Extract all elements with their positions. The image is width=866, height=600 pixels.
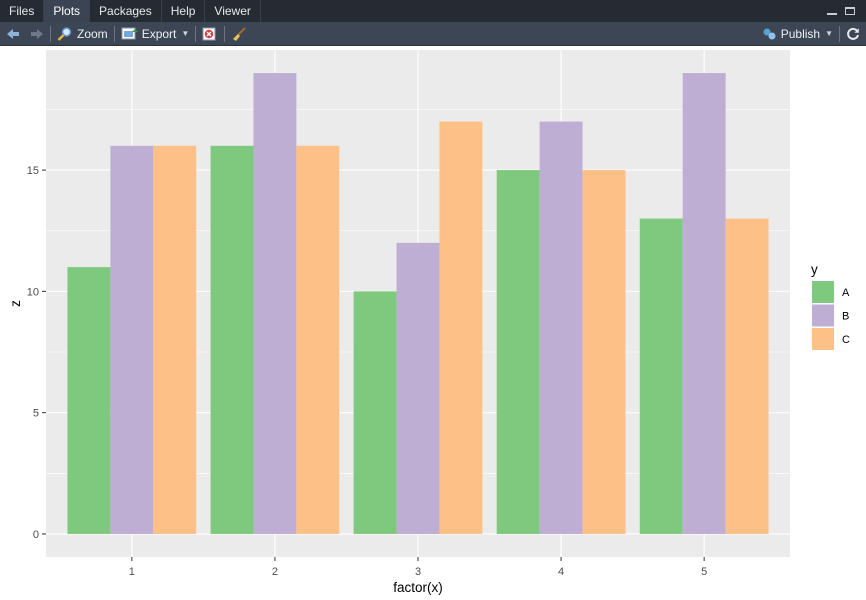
bars [67, 73, 769, 534]
forward-arrow-icon[interactable] [30, 27, 44, 41]
tab-packages[interactable]: Packages [90, 0, 162, 22]
remove-plot-icon[interactable] [202, 27, 218, 41]
publish-icon [762, 27, 778, 41]
y-tick-label: 0 [33, 529, 39, 541]
y-tick-label: 15 [27, 165, 39, 177]
legend-key-A [812, 281, 834, 303]
minimize-pane-button[interactable] [826, 6, 838, 16]
maximize-pane-button[interactable] [844, 6, 856, 16]
zoom-label: Zoom [77, 26, 108, 41]
plots-toolbar: Zoom Export ▼ Publish ▼ [0, 22, 866, 46]
chevron-down-icon: ▼ [825, 29, 833, 38]
tab-help[interactable]: Help [162, 0, 206, 22]
broom-icon[interactable] [231, 26, 247, 42]
y-axis: 0 5 10 15 [27, 165, 46, 541]
toolbar-divider [195, 25, 197, 42]
bar-B-1 [110, 145, 154, 534]
publish-button[interactable]: Publish ▼ [762, 27, 833, 41]
x-tick-label: 5 [701, 566, 707, 578]
bar-A-4 [496, 170, 540, 534]
bar-C-2 [296, 145, 340, 534]
bar-C-3 [439, 121, 483, 534]
legend-label: B [842, 311, 849, 323]
export-button[interactable]: Export ▼ [121, 26, 190, 41]
refresh-icon[interactable] [846, 27, 860, 41]
chevron-down-icon: ▼ [181, 29, 190, 38]
bar-A-1 [67, 267, 111, 534]
legend-key-B [812, 304, 834, 327]
pane-tab-bar: Files Plots Packages Help Viewer [0, 0, 866, 22]
legend-key-C [812, 328, 834, 350]
tab-plots[interactable]: Plots [44, 0, 91, 22]
bar-B-2 [253, 73, 297, 534]
bar-A-3 [353, 291, 397, 534]
toolbar-divider [224, 25, 226, 42]
tab-viewer[interactable]: Viewer [205, 0, 261, 22]
bar-B-4 [539, 121, 583, 534]
legend: y ABC [811, 262, 850, 350]
bar-C-5 [725, 218, 769, 534]
legend-label: A [842, 287, 850, 299]
export-icon [121, 27, 139, 41]
y-axis-title: z [8, 300, 23, 307]
bar-B-5 [682, 73, 726, 534]
x-axis: 1 2 3 4 5 [129, 557, 707, 578]
x-axis-title: factor(x) [393, 580, 443, 595]
bar-A-5 [639, 218, 683, 534]
bar-C-4 [582, 170, 626, 534]
watermark-text: 知乎 @菁菁 [737, 557, 843, 581]
x-tick-label: 4 [558, 566, 564, 578]
toolbar-divider [839, 25, 840, 42]
x-tick-label: 1 [129, 566, 135, 578]
tab-files[interactable]: Files [0, 0, 45, 22]
plot-canvas: 0 5 10 15 1 2 3 4 5 factor(x) z y ABC 知乎 @菁菁 [0, 46, 866, 600]
legend-title: y [811, 262, 818, 277]
toolbar-divider [50, 25, 51, 42]
bar-A-2 [210, 145, 254, 534]
y-tick-label: 5 [33, 408, 39, 420]
zoom-icon [57, 26, 73, 42]
legend-label: C [842, 334, 850, 346]
export-label: Export [141, 26, 177, 41]
bar-C-1 [153, 145, 197, 534]
x-tick-label: 3 [415, 566, 421, 578]
x-tick-label: 2 [272, 566, 278, 578]
back-arrow-icon[interactable] [6, 27, 20, 41]
publish-label: Publish [780, 26, 821, 41]
y-tick-label: 10 [27, 286, 39, 298]
zoom-button[interactable]: Zoom [57, 26, 108, 42]
toolbar-divider [113, 25, 115, 42]
bar-B-3 [396, 242, 440, 534]
